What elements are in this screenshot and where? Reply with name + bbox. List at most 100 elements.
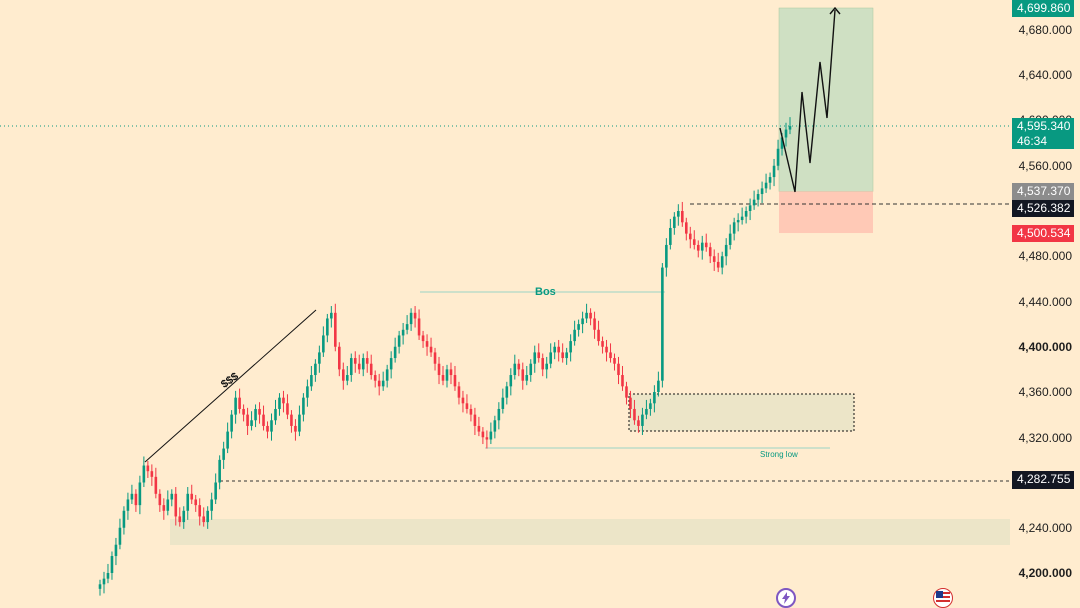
candle-body	[629, 397, 632, 409]
candle-body	[258, 408, 261, 415]
candle-body	[497, 408, 501, 421]
candle-body	[218, 459, 221, 483]
entry-price-tag: 4,526.382	[1012, 200, 1074, 217]
candle-body	[102, 578, 106, 585]
candle-body	[708, 247, 712, 257]
us-flag-icon[interactable]	[933, 588, 953, 608]
candle-body	[740, 216, 744, 221]
candle-body	[700, 242, 704, 251]
candle-body	[545, 363, 549, 370]
candle-body	[369, 363, 373, 376]
candle-body	[433, 352, 437, 364]
stop-price-tag: 4,500.534	[1012, 225, 1074, 242]
candle-body	[501, 397, 505, 409]
candle-body	[198, 505, 202, 517]
candle-body	[577, 324, 580, 330]
tick-label: 4,440.000	[1018, 295, 1072, 309]
candle-body	[409, 312, 413, 325]
candle-body	[373, 375, 377, 381]
candle-body	[202, 516, 205, 523]
candle-body	[138, 482, 142, 506]
countdown-timer: 46:34	[1017, 134, 1048, 148]
candle-body	[653, 392, 656, 404]
candle-body	[788, 126, 792, 130]
candle-body	[393, 346, 397, 359]
candle-body	[385, 369, 389, 381]
candle-body	[696, 244, 700, 251]
candle-body	[609, 352, 612, 359]
candle-body	[134, 493, 138, 506]
price-chart[interactable]	[0, 0, 1010, 608]
candle-body	[353, 358, 357, 364]
tick-label: 4,640.000	[1018, 68, 1072, 82]
candle-body	[681, 211, 684, 223]
candle-body	[441, 375, 445, 381]
candle-body	[254, 408, 257, 421]
candle-body	[780, 137, 784, 149]
candle-body	[477, 425, 481, 432]
candle-body	[633, 408, 636, 421]
candle-body	[294, 425, 297, 432]
flash-icon[interactable]	[776, 588, 796, 608]
candle-body	[685, 222, 688, 234]
candle-body	[110, 556, 114, 573]
price-axis[interactable]: 4,680.000 4,640.000 4,600.000 4,560.000 …	[1010, 0, 1080, 608]
candle-body	[278, 397, 281, 409]
candle-body	[569, 341, 572, 353]
candle-body	[493, 420, 497, 432]
candle-body	[246, 414, 249, 426]
candle-body	[330, 312, 333, 319]
candle-body	[617, 363, 620, 376]
candle-body	[565, 352, 568, 359]
candle-body	[425, 341, 429, 347]
candle-body	[206, 510, 209, 523]
candle-body	[776, 148, 780, 166]
candle-body	[529, 363, 533, 376]
candle-body	[421, 335, 425, 342]
candle-body	[142, 465, 146, 483]
candle-body	[226, 431, 229, 449]
candle-body	[760, 188, 764, 195]
candle-body	[485, 437, 489, 440]
tick-label: 4,400.000	[1018, 340, 1072, 354]
candle-body	[573, 329, 576, 342]
candle-body	[357, 363, 361, 370]
candle-body	[298, 414, 301, 432]
candle-body	[290, 414, 293, 426]
candle-body	[365, 358, 369, 364]
candle-body	[178, 516, 182, 523]
candle-body	[381, 380, 385, 387]
candle-body	[732, 222, 736, 234]
candle-body	[453, 375, 457, 387]
candle-body	[505, 386, 509, 398]
candle-body	[266, 425, 269, 432]
demand-zone-lower	[170, 519, 1010, 545]
candle-body	[401, 329, 405, 336]
candle-body	[361, 358, 365, 370]
target-price-tag: 4,537.370	[1012, 183, 1074, 200]
candle-body	[593, 318, 596, 330]
candle-body	[465, 403, 469, 409]
candle-body	[377, 380, 381, 387]
candle-body	[517, 363, 521, 370]
candle-body	[326, 318, 329, 336]
candle-body	[525, 375, 529, 381]
candle-body	[724, 244, 728, 257]
strong-low-label: Strong low	[760, 450, 798, 459]
projection-path	[779, 9, 836, 193]
candle-body	[736, 220, 740, 223]
candle-body	[457, 386, 461, 398]
candle-body	[752, 199, 756, 206]
candle-body	[146, 465, 150, 472]
candle-body	[310, 375, 313, 387]
candle-body	[764, 182, 768, 189]
candle-body	[481, 431, 485, 438]
level-price-tag: 4,282.755	[1012, 471, 1074, 489]
candle-body	[489, 431, 493, 440]
candle-body	[130, 493, 134, 500]
candle-body	[182, 510, 186, 523]
candle-body	[605, 346, 608, 353]
chart-area[interactable]: Bos Strong low $$$	[0, 0, 1010, 608]
candle-body	[174, 493, 178, 517]
liquidity-trendline	[144, 309, 317, 463]
